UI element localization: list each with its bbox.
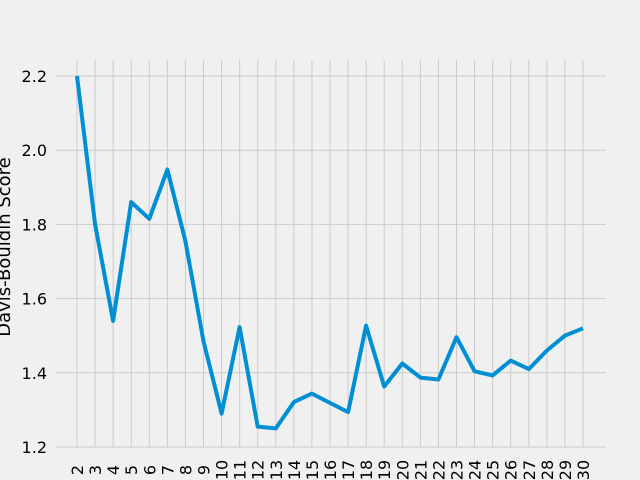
x-tick-label: 20 <box>393 460 412 480</box>
x-tick-label: 30 <box>574 460 593 480</box>
y-axis-tick-labels: 1.2 1.4 1.6 1.8 2.0 2.2 <box>22 67 47 457</box>
x-tick-label: 11 <box>231 460 250 480</box>
x-tick-label: 28 <box>538 460 557 480</box>
x-tick-label: 21 <box>411 460 430 480</box>
series-line <box>75 75 584 431</box>
series-layer <box>75 75 584 431</box>
x-tick-label: 7 <box>158 465 177 475</box>
y-tick-label: 1.2 <box>22 438 47 457</box>
grid <box>56 60 606 448</box>
x-tick-label: 10 <box>213 460 232 480</box>
x-tick-label: 23 <box>448 460 467 480</box>
x-tick-label: 24 <box>466 460 485 480</box>
x-tick-label: 18 <box>357 460 376 480</box>
x-tick-label: 12 <box>249 460 268 480</box>
x-tick-label: 26 <box>502 460 521 480</box>
y-tick-label: 1.6 <box>22 290 47 309</box>
x-tick-label: 15 <box>303 460 322 480</box>
y-axis-label: Davis-Bouldin Score <box>0 157 15 337</box>
x-tick-label: 13 <box>267 460 286 480</box>
y-tick-label: 1.4 <box>22 364 47 383</box>
x-tick-label: 2 <box>68 465 87 475</box>
x-axis-tick-labels: 2 3 4 5 6 7 8 9 10 11 12 13 14 15 16 17 18 19 20 21 22 23 24 25… <box>68 460 593 480</box>
x-tick-label: 17 <box>339 460 358 480</box>
x-tick-label: 25 <box>484 460 503 480</box>
x-tick-label: 5 <box>122 465 141 475</box>
x-tick-label: 29 <box>556 460 575 480</box>
x-tick-label: 16 <box>321 460 340 480</box>
y-tick-label: 1.8 <box>22 215 47 234</box>
x-tick-label: 22 <box>429 460 448 480</box>
y-tick-label: 2.0 <box>22 141 47 160</box>
x-tick-label: 14 <box>285 460 304 480</box>
x-tick-label: 8 <box>176 465 195 475</box>
x-tick-label: 27 <box>520 460 539 480</box>
x-tick-label: 3 <box>86 465 105 475</box>
x-tick-label: 4 <box>104 465 123 475</box>
x-tick-label: 6 <box>140 465 159 475</box>
x-tick-label: 19 <box>375 460 394 480</box>
y-tick-label: 2.2 <box>22 67 47 86</box>
x-tick-label: 9 <box>195 465 214 475</box>
